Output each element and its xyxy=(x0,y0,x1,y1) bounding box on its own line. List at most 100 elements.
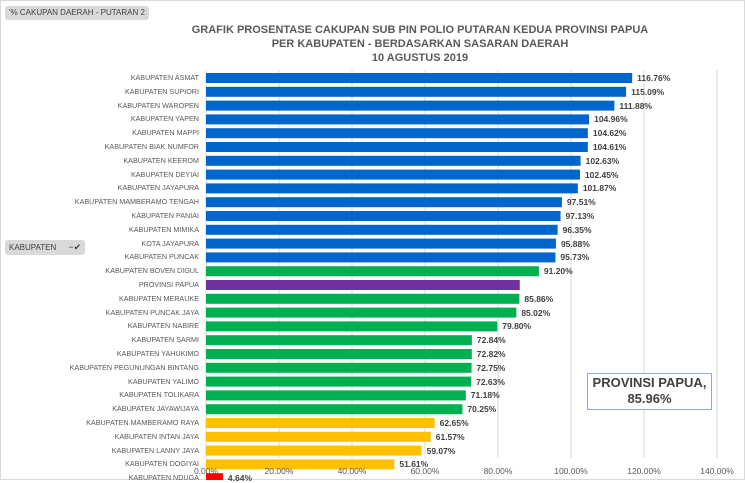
category-label: KOTA JAYAPURA xyxy=(141,238,199,248)
bar[interactable] xyxy=(206,431,431,442)
province-callout: PROVINSI PAPUA, 85.96% xyxy=(587,373,712,410)
category-label: KABUPATEN INTAN JAYA xyxy=(114,431,199,441)
bar[interactable] xyxy=(206,321,498,332)
category-label: KABUPATEN YAPEN xyxy=(130,114,199,124)
data-label: 97.51% xyxy=(566,197,596,208)
bar[interactable] xyxy=(206,238,556,249)
bar[interactable] xyxy=(206,211,561,221)
category-label: KABUPATEN PEGUNUNGAN BINTANG xyxy=(69,362,199,372)
filter-icon[interactable]: −✔ xyxy=(68,242,82,252)
x-tick-label: 40.00% xyxy=(337,466,367,476)
bar[interactable] xyxy=(206,280,520,290)
x-tick-label: 120.00% xyxy=(627,466,661,476)
data-label: 104.61% xyxy=(592,142,627,152)
bar[interactable] xyxy=(206,155,581,166)
x-tick-label: 100.00% xyxy=(554,466,588,476)
category-label: KABUPATEN LANNY JAYA xyxy=(111,445,199,455)
bar[interactable] xyxy=(206,197,562,208)
data-label: 97.13% xyxy=(565,211,595,221)
bar[interactable] xyxy=(206,390,466,401)
value-field-label: '% CAKUPAN DAERAH - PUTARAN 2 xyxy=(9,8,145,17)
data-label: 102.63% xyxy=(585,155,620,166)
bar[interactable] xyxy=(206,335,472,346)
category-label: KABUPATEN YAHUKIMO xyxy=(116,349,199,358)
category-label: PROVINSI PAPUA xyxy=(138,280,199,289)
bar[interactable] xyxy=(206,114,590,125)
category-label: KABUPATEN PANIAI xyxy=(131,211,200,220)
axis-field-label: KABUPATEN xyxy=(9,243,57,252)
bar[interactable] xyxy=(206,266,539,277)
category-label: KABUPATEN MIMIKA xyxy=(128,224,199,234)
data-label: 95.88% xyxy=(560,238,590,249)
data-label: 85.02% xyxy=(521,307,551,318)
chart-date: 10 AGUSTUS 2019 xyxy=(371,52,469,64)
category-label: KABUPATEN MAMBERAMO RAYA xyxy=(86,418,199,427)
data-label: 91.20% xyxy=(543,266,573,277)
data-label: 72.75% xyxy=(476,362,506,373)
data-label: 71.18% xyxy=(470,390,500,401)
data-label: 116.76% xyxy=(637,73,671,83)
bar[interactable] xyxy=(206,376,472,387)
category-label: KABUPATEN BOVEN DIGUL xyxy=(105,266,199,276)
data-label: 62.65% xyxy=(439,418,469,428)
data-label: 111.88% xyxy=(619,100,652,111)
x-tick-label: 80.00% xyxy=(483,466,513,476)
bar[interactable] xyxy=(206,362,472,373)
bar[interactable] xyxy=(206,183,578,194)
category-label: KABUPATEN PUNCAK JAYA xyxy=(105,307,199,317)
category-label: KABUPATEN KEEROM xyxy=(123,155,199,165)
category-label: KABUPATEN MERAUKE xyxy=(118,293,199,303)
bar[interactable] xyxy=(206,459,395,470)
x-tick-label: 140.00% xyxy=(700,466,734,476)
bar[interactable] xyxy=(206,473,223,480)
chart-subtitle: PER KABUPATEN - BERDASARKAN SASARAN DAER… xyxy=(271,38,569,50)
category-label: KABUPATEN BIAK NUMFOR xyxy=(104,142,199,151)
bar[interactable] xyxy=(206,307,517,318)
category-label: KABUPATEN ASMAT xyxy=(130,73,199,82)
bar[interactable] xyxy=(206,349,472,359)
data-label: 96.35% xyxy=(562,224,592,235)
bar[interactable] xyxy=(206,445,422,456)
category-label: KABUPATEN TOLIKARA xyxy=(119,390,199,400)
data-label: 51.61% xyxy=(399,459,429,470)
category-label: KABUPATEN SARMI xyxy=(131,335,199,345)
category-label: KABUPATEN SUPIORI xyxy=(124,86,199,96)
category-label: KABUPATEN JAYAPURA xyxy=(117,183,199,193)
bar[interactable] xyxy=(206,73,633,83)
x-tick-label: 0.00% xyxy=(193,466,219,476)
bar[interactable] xyxy=(206,142,588,152)
bar[interactable] xyxy=(206,293,520,304)
data-label: 85.86% xyxy=(524,293,554,304)
bar[interactable] xyxy=(206,100,615,111)
data-label: 104.62% xyxy=(592,128,627,139)
category-label: KABUPATEN MAPPI xyxy=(132,128,199,138)
bar[interactable] xyxy=(206,128,588,139)
category-label: KABUPATEN NDUGA xyxy=(128,473,199,483)
data-label: 59.07% xyxy=(426,445,456,456)
data-label: 61.57% xyxy=(435,431,465,442)
category-label: KABUPATEN YALIMO xyxy=(128,376,199,386)
bar[interactable] xyxy=(206,418,435,428)
category-label: KABUPATEN WAROPEN xyxy=(117,100,199,110)
data-label: 115.09% xyxy=(631,86,665,97)
bar[interactable] xyxy=(206,224,558,235)
data-label: 70.25% xyxy=(467,404,497,415)
data-label: 72.82% xyxy=(476,349,506,359)
bar[interactable] xyxy=(206,86,627,97)
value-field-button[interactable]: '% CAKUPAN DAERAH - PUTARAN 2 xyxy=(5,6,149,20)
axis-field-button[interactable]: KABUPATEN −✔ xyxy=(5,240,86,255)
bar[interactable] xyxy=(206,404,463,415)
category-label: KABUPATEN DEYIAI xyxy=(130,169,199,179)
category-label: KABUPATEN MAMBERAMO TENGAH xyxy=(74,197,199,207)
data-label: 72.84% xyxy=(476,335,506,346)
x-tick-label: 60.00% xyxy=(410,466,440,476)
data-label: 95.73% xyxy=(560,252,590,263)
bar[interactable] xyxy=(206,169,580,180)
callout-line2: 85.96% xyxy=(627,391,672,406)
category-label: KABUPATEN NABIRE xyxy=(127,321,199,331)
category-label: KABUPATEN JAYAWIJAYA xyxy=(112,404,199,414)
category-label: KABUPATEN DOGIYAI xyxy=(125,459,199,469)
bar[interactable] xyxy=(206,252,556,263)
data-label: 102.45% xyxy=(584,169,619,180)
